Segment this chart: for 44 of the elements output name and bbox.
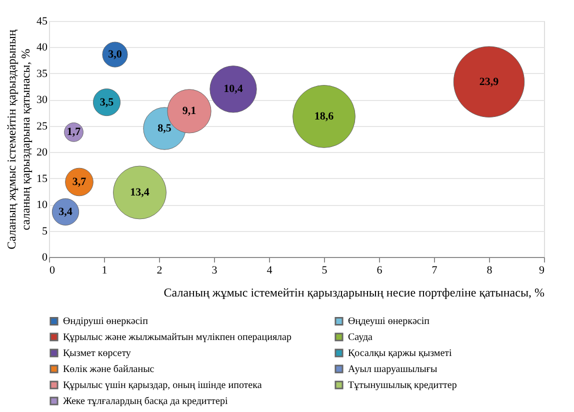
x-tick-label: 7 (432, 264, 438, 276)
y-tick-label: 10 (36, 199, 48, 212)
y-tick-label: 45 (36, 16, 48, 28)
legend-label: Тұтынушылық кредиттер (348, 380, 457, 391)
x-axis-title: Саланың жұмыс істемейтін қарыздарының несие портфеліне қатынасы, % (164, 286, 544, 300)
legend-label: Өндіруші өнеркәсіп (63, 316, 149, 328)
data-label: 3,0 (108, 48, 122, 61)
data-label: 18,6 (314, 110, 334, 122)
x-tick-label: 6 (376, 264, 383, 276)
legend-label: Сауда (348, 332, 374, 343)
y-tick-label: 30 (36, 94, 48, 106)
legend-label: Өңдеуші өнеркәсіп (348, 316, 430, 328)
legend-label: Ауыл шаруашылығы (348, 364, 438, 375)
legend-label: Көлік және байланыс (63, 364, 155, 375)
data-label: 8,5 (158, 122, 172, 135)
legend-label: Құрылыс үшін қарыздар, оның ішінде ипотека (63, 380, 262, 391)
data-label: 3,4 (58, 206, 73, 218)
y-tick-label: 5 (42, 225, 48, 238)
data-label: 23,9 (479, 76, 500, 88)
y-tick-label: 40 (36, 42, 48, 54)
legend-label: Жеке тұлғалардың басқа да кредиттері (63, 396, 228, 407)
legend-label: Құрылыс және жылжымайтын мүлікпен операциялар (63, 332, 292, 343)
x-tick-label: 4 (266, 264, 273, 276)
x-tick-label: 8 (486, 264, 493, 276)
x-tick-label: 3 (212, 264, 218, 276)
y-tick-label: 25 (36, 120, 48, 132)
data-label: 13,4 (130, 186, 150, 198)
x-tick-label: 9 (539, 264, 545, 276)
y-tick-label: 15 (36, 172, 48, 185)
x-tick-label: 5 (322, 264, 328, 276)
data-label: 10,4 (224, 83, 244, 96)
data-label: 1,7 (66, 126, 82, 138)
x-tick-label: 0 (50, 264, 56, 276)
data-label: 9,1 (182, 105, 196, 118)
y-axis-title: Саланың жұмыс істемейтін қарыздарының саланың қарыздарына қатынасы, % (4, 29, 32, 250)
x-tick-label: 2 (156, 264, 162, 276)
y-tick-label: 0 (42, 252, 48, 264)
legend-label: Қызмет көрсету (63, 348, 131, 359)
legend-label: Қосалқы қаржы қызметі (348, 348, 452, 359)
y-tick-label: 35 (36, 68, 48, 80)
x-tick-label: 1 (102, 264, 108, 276)
data-label: 3,5 (100, 96, 114, 108)
y-tick-label: 20 (36, 146, 48, 159)
data-label: 3,7 (72, 176, 87, 188)
